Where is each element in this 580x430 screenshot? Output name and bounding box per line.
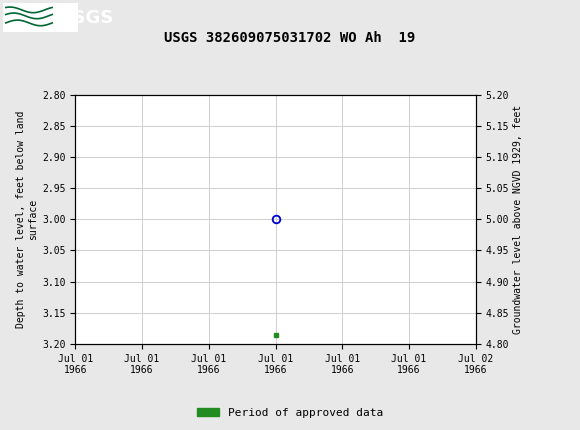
- Text: USGS 382609075031702 WO Ah  19: USGS 382609075031702 WO Ah 19: [164, 31, 416, 45]
- Text: USGS: USGS: [58, 9, 113, 27]
- Y-axis label: Depth to water level, feet below land
surface: Depth to water level, feet below land su…: [16, 111, 38, 328]
- Y-axis label: Groundwater level above NGVD 1929, feet: Groundwater level above NGVD 1929, feet: [513, 105, 523, 334]
- FancyBboxPatch shape: [3, 3, 78, 32]
- Legend: Period of approved data: Period of approved data: [193, 403, 387, 422]
